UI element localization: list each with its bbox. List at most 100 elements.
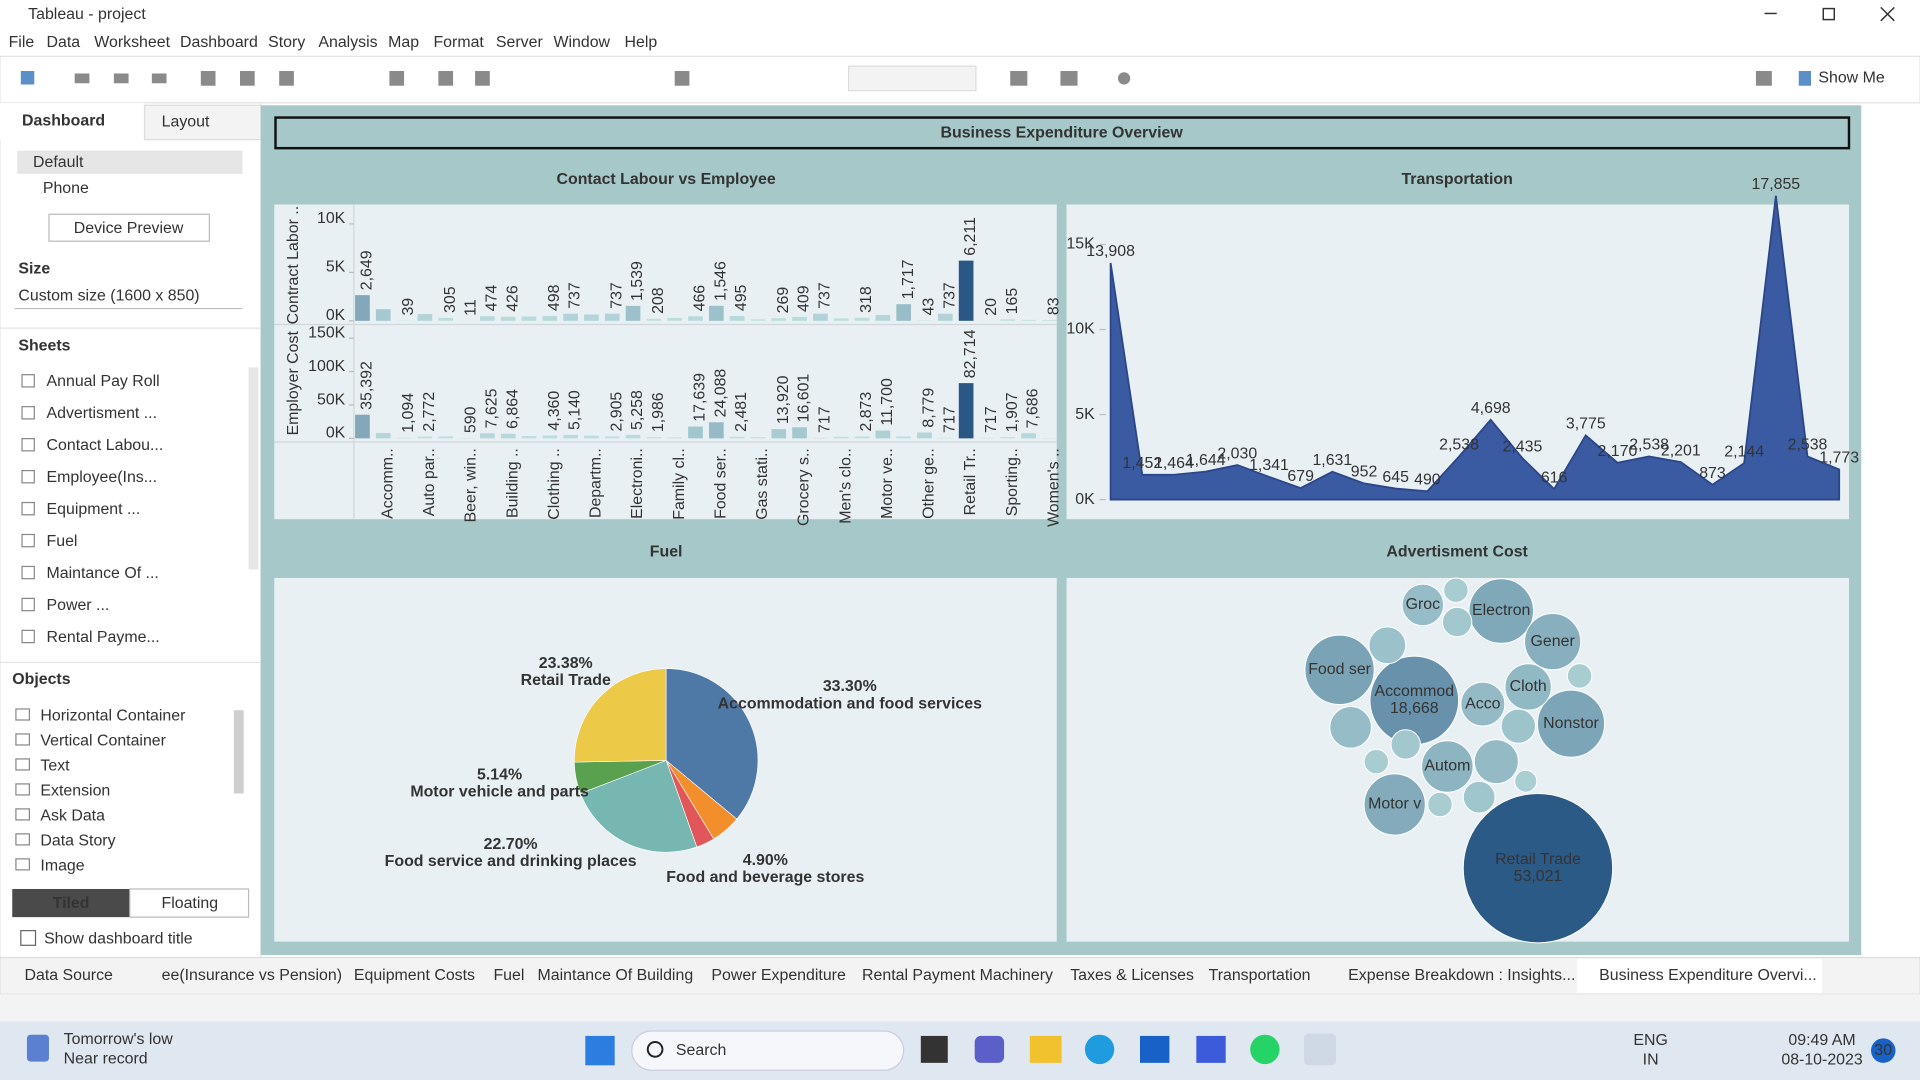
menu-item[interactable]: Server xyxy=(496,34,544,51)
pie-slice xyxy=(665,668,759,820)
active-tab[interactable] xyxy=(1577,958,1823,994)
data-label: 11,700 xyxy=(879,378,896,426)
object-item[interactable]: Extension xyxy=(40,782,110,799)
bar xyxy=(375,433,391,439)
tiled-button[interactable] xyxy=(12,888,130,918)
close[interactable] xyxy=(1880,6,1895,22)
object-item[interactable]: Horizontal Container xyxy=(40,708,186,725)
app-icon[interactable] xyxy=(1029,1035,1062,1063)
redo[interactable] xyxy=(113,73,129,84)
app-icon[interactable] xyxy=(1140,1035,1170,1063)
sheet-tab[interactable]: ee(Insurance vs Pension) xyxy=(162,967,342,984)
cards[interactable] xyxy=(1010,71,1028,86)
sheet-item[interactable]: Equipment ... xyxy=(47,501,141,518)
data-label: 2,649 xyxy=(359,250,376,290)
save[interactable] xyxy=(200,71,216,86)
highlight[interactable] xyxy=(674,71,690,86)
sheet-tab[interactable]: Equipment Costs xyxy=(354,967,475,984)
x-tick-label: Women's .. xyxy=(1045,448,1062,527)
sheet-item[interactable]: Employee(Ins... xyxy=(47,469,158,486)
object-item[interactable]: Vertical Container xyxy=(40,733,166,750)
sheet-item[interactable]: Fuel xyxy=(47,533,78,550)
bar xyxy=(375,309,391,321)
sheet-item[interactable]: Annual Pay Roll xyxy=(47,373,160,390)
show-me-icon[interactable] xyxy=(1798,71,1812,86)
object-item[interactable]: Text xyxy=(40,757,70,774)
data-label: 1,644 xyxy=(1186,452,1226,469)
floating-button[interactable] xyxy=(129,888,250,918)
presentation[interactable] xyxy=(1060,71,1078,86)
menu-item[interactable]: Worksheet xyxy=(94,34,170,51)
bubble xyxy=(1363,748,1390,775)
sheet-tab[interactable]: Data Source xyxy=(24,967,113,984)
data-label: 2,170 xyxy=(1598,443,1638,460)
new-sheet[interactable] xyxy=(389,71,405,86)
object-icon xyxy=(15,783,30,796)
toolbar-button[interactable] xyxy=(151,73,167,84)
clear[interactable] xyxy=(475,71,490,86)
data-label: 7,686 xyxy=(1025,388,1042,428)
sheet-tab[interactable]: Expense Breakdown : Insights... xyxy=(1348,967,1575,984)
sheet-item[interactable]: Maintance Of ... xyxy=(47,565,159,582)
checkbox[interactable] xyxy=(20,930,37,946)
restore[interactable] xyxy=(1822,7,1836,21)
menu-item[interactable]: Help xyxy=(624,34,657,51)
title-bar xyxy=(0,0,1920,30)
app-icon[interactable] xyxy=(974,1035,1005,1063)
sheet-tab[interactable]: Rental Payment Machinery xyxy=(862,967,1053,984)
bar xyxy=(792,316,807,321)
undo[interactable] xyxy=(74,73,90,84)
selected-device[interactable] xyxy=(17,150,243,174)
weather-text: Tomorrow's low xyxy=(64,1031,174,1048)
app-icon[interactable] xyxy=(1250,1034,1280,1065)
app-icon[interactable] xyxy=(1304,1033,1336,1066)
data-label: 24,088 xyxy=(712,369,729,418)
menu-item[interactable]: Format xyxy=(433,34,484,51)
sheet-tab[interactable]: Taxes & Licenses xyxy=(1070,967,1194,984)
duplicate[interactable] xyxy=(438,71,454,86)
new-datasource[interactable] xyxy=(240,71,255,86)
object-item[interactable]: Image xyxy=(40,857,84,874)
sheet-item[interactable]: Rental Payme... xyxy=(47,629,160,646)
sheet-tab[interactable]: Power Expenditure xyxy=(711,967,846,984)
search-box[interactable] xyxy=(631,1030,905,1071)
bar xyxy=(667,437,683,439)
menu-item[interactable]: Data xyxy=(47,34,81,51)
menu-item[interactable]: Story xyxy=(268,34,305,51)
menu-item[interactable]: Dashboard xyxy=(180,34,258,51)
menu-item[interactable]: Analysis xyxy=(318,34,377,51)
sheet-item[interactable]: Advertisment ... xyxy=(47,405,158,422)
fit-dropdown[interactable] xyxy=(847,65,977,92)
sheet-item[interactable]: Contact Labou... xyxy=(47,437,164,454)
share[interactable] xyxy=(1117,72,1131,85)
notification-badge[interactable] xyxy=(1871,1038,1896,1063)
sheet-tab[interactable]: Fuel xyxy=(493,967,524,984)
app-icon[interactable] xyxy=(1196,1035,1226,1063)
sheet-tab[interactable]: Business Expenditure Overvi... xyxy=(1599,967,1816,984)
menu-item[interactable]: Map xyxy=(388,34,419,51)
scrollbar[interactable] xyxy=(233,710,244,794)
bubble xyxy=(1514,769,1538,793)
object-item[interactable]: Ask Data xyxy=(40,807,105,824)
pin[interactable] xyxy=(1755,71,1772,86)
sheet-tab[interactable]: Maintance Of Building xyxy=(538,967,694,984)
start-button[interactable] xyxy=(585,1035,615,1066)
checkbox-label: Show dashboard title xyxy=(44,930,193,947)
menu-item[interactable]: Window xyxy=(553,34,610,51)
data-label: 5.14% xyxy=(477,766,522,783)
sheet-item[interactable]: Power ... xyxy=(47,597,110,614)
window-controls xyxy=(1764,6,1895,22)
device-preview-button[interactable] xyxy=(48,213,210,242)
object-item[interactable]: Data Story xyxy=(40,832,115,849)
scrollbar[interactable] xyxy=(248,367,259,570)
app-icon[interactable] xyxy=(1084,1034,1115,1065)
show-me[interactable]: Show Me xyxy=(1818,70,1884,87)
tableau-icon[interactable] xyxy=(20,71,35,85)
layout-tab[interactable] xyxy=(143,104,262,141)
app-icon[interactable] xyxy=(920,1035,948,1063)
menu-item[interactable]: File xyxy=(9,34,35,51)
data-label: 426 xyxy=(504,285,521,312)
dashboard-tab[interactable] xyxy=(0,102,145,140)
toolbar-button[interactable] xyxy=(279,71,294,86)
sheet-tab[interactable]: Transportation xyxy=(1209,967,1311,984)
